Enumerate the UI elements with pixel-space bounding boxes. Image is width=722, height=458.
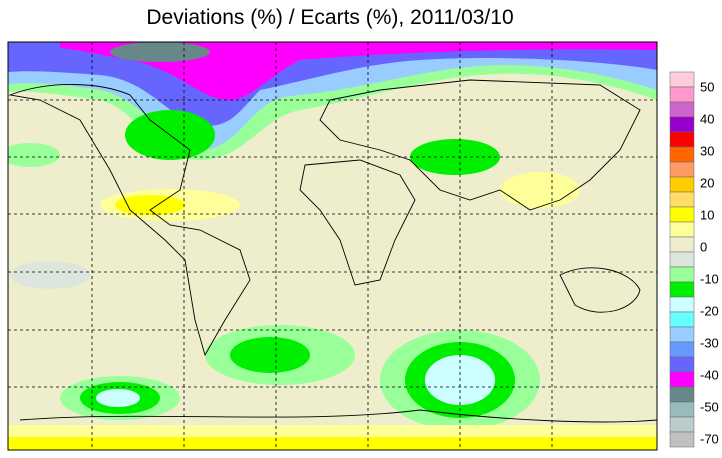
legend-swatch	[669, 176, 695, 193]
legend-swatch	[669, 266, 695, 283]
legend-label: 0	[700, 239, 707, 254]
legend-swatch	[669, 71, 695, 88]
legend-swatch	[669, 326, 695, 343]
color-legend: 50 40 30 20 10 0 -10 -20 -30 -40 -50 -70	[669, 71, 719, 448]
map	[7, 41, 658, 451]
legend-label: 40	[700, 111, 714, 126]
legend-swatch	[669, 416, 695, 433]
legend-label: -40	[700, 367, 719, 382]
legend-swatch	[669, 131, 695, 148]
legend-label: 50	[700, 79, 714, 94]
legend-label: 20	[700, 175, 714, 190]
legend-swatch	[669, 86, 695, 103]
legend-swatch	[669, 311, 695, 328]
legend-swatch	[669, 236, 695, 253]
legend-label: -10	[700, 271, 719, 286]
legend-swatch	[669, 296, 695, 313]
legend-label: 30	[700, 143, 714, 158]
legend-swatch	[669, 116, 695, 133]
legend-swatch	[669, 221, 695, 238]
legend-swatch	[669, 251, 695, 268]
legend-swatch	[669, 161, 695, 178]
legend-swatch	[669, 431, 695, 448]
legend-swatch	[669, 281, 695, 298]
legend-swatch	[669, 386, 695, 403]
map-title: Deviations (%) / Ecarts (%), 2011/03/10	[146, 6, 513, 29]
legend-swatch	[669, 356, 695, 373]
legend-swatch	[669, 341, 695, 358]
legend-label: -70	[700, 431, 719, 446]
legend-swatch	[669, 191, 695, 208]
legend-label: -20	[700, 303, 719, 318]
legend-swatch	[669, 101, 695, 118]
legend-label: 10	[700, 207, 714, 222]
legend-label: -50	[700, 399, 719, 414]
legend-swatch	[669, 146, 695, 163]
legend-label: -30	[700, 335, 719, 350]
legend-swatch	[669, 401, 695, 418]
legend-swatch	[669, 371, 695, 388]
legend-swatch	[669, 206, 695, 223]
